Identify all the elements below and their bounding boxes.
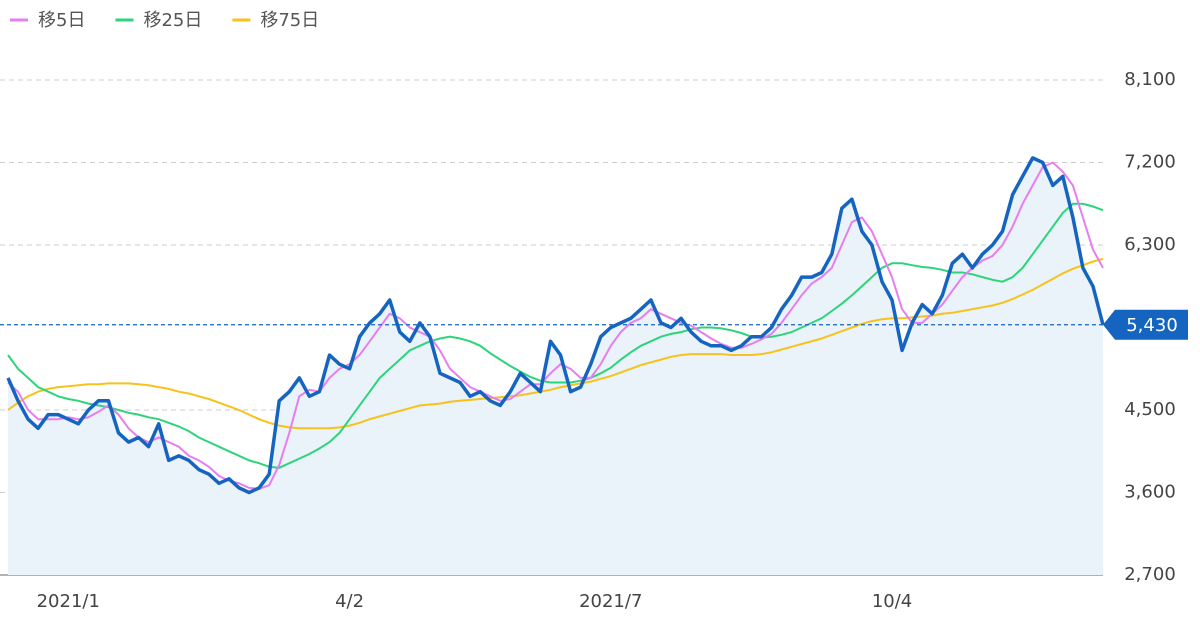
x-tick-label: 10/4: [872, 591, 912, 612]
y-tick-label: 8,100: [1124, 69, 1176, 90]
ma-line: [7, 257, 1104, 430]
y-tick-label: 3,600: [1124, 482, 1176, 503]
last-price-label: 5,430: [1126, 315, 1178, 336]
y-tick-label: 2,700: [1124, 564, 1176, 585]
x-tick-label: 2021/7: [579, 591, 642, 612]
ma-line: [7, 202, 1104, 469]
legend-label: 移25日: [143, 10, 202, 31]
price-area: [8, 157, 1103, 575]
price-line: [6, 156, 1105, 495]
y-tick-label: 6,300: [1124, 234, 1176, 255]
y-tick-label: 7,200: [1124, 152, 1176, 173]
y-tick-label: 4,500: [1124, 399, 1176, 420]
last-price-tag: [1103, 309, 1188, 340]
x-tick-label: 2021/1: [37, 591, 100, 612]
legend-label: 移5日: [38, 10, 85, 31]
x-tick-label: 4/2: [335, 591, 364, 612]
legend-label: 移75日: [260, 10, 319, 31]
ma-line: [7, 161, 1104, 490]
